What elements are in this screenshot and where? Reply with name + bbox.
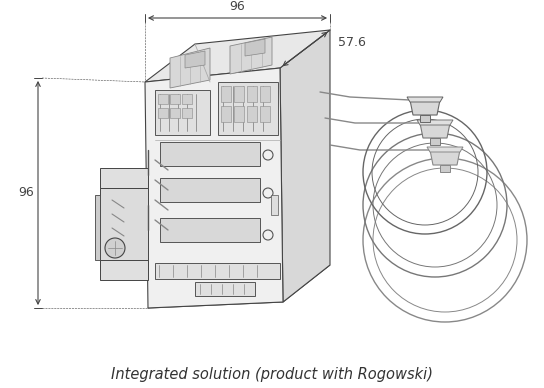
Polygon shape <box>271 195 278 215</box>
Polygon shape <box>221 86 231 102</box>
Polygon shape <box>148 265 330 308</box>
Polygon shape <box>230 37 272 74</box>
Polygon shape <box>420 115 430 122</box>
Polygon shape <box>182 108 192 118</box>
Polygon shape <box>260 106 270 122</box>
Text: 57.6: 57.6 <box>338 35 366 48</box>
Text: 96: 96 <box>18 187 34 199</box>
Polygon shape <box>182 94 192 104</box>
Polygon shape <box>247 106 257 122</box>
Polygon shape <box>155 263 280 279</box>
Polygon shape <box>100 260 148 280</box>
Polygon shape <box>430 138 440 145</box>
Polygon shape <box>420 123 450 138</box>
Text: Integrated solution (product with Rogowski): Integrated solution (product with Rogows… <box>111 367 433 383</box>
Polygon shape <box>430 150 460 165</box>
Polygon shape <box>160 142 260 166</box>
Polygon shape <box>195 282 255 296</box>
Polygon shape <box>95 195 100 260</box>
Polygon shape <box>170 48 210 88</box>
Polygon shape <box>160 178 260 202</box>
Polygon shape <box>160 218 260 242</box>
Polygon shape <box>185 51 205 68</box>
Polygon shape <box>145 68 283 308</box>
Polygon shape <box>440 165 450 172</box>
Polygon shape <box>100 188 148 270</box>
Polygon shape <box>260 86 270 102</box>
Polygon shape <box>407 97 443 102</box>
Text: 96: 96 <box>229 0 245 13</box>
Polygon shape <box>417 120 453 125</box>
Polygon shape <box>158 108 168 118</box>
Polygon shape <box>170 108 180 118</box>
Polygon shape <box>427 147 463 152</box>
Polygon shape <box>100 168 148 188</box>
Polygon shape <box>218 82 278 135</box>
Polygon shape <box>234 86 244 102</box>
Polygon shape <box>170 94 180 104</box>
Polygon shape <box>280 30 330 302</box>
Polygon shape <box>245 39 265 56</box>
Polygon shape <box>158 94 168 104</box>
Polygon shape <box>247 86 257 102</box>
Polygon shape <box>234 106 244 122</box>
Polygon shape <box>221 106 231 122</box>
Polygon shape <box>145 30 330 82</box>
Polygon shape <box>410 100 440 115</box>
Polygon shape <box>155 90 210 135</box>
Circle shape <box>105 238 125 258</box>
